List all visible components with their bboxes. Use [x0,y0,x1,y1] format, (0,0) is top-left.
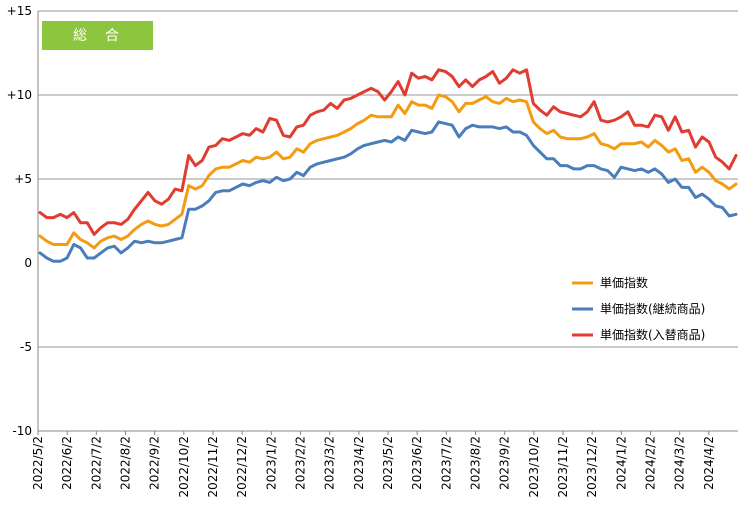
y-tick-label: -10 [12,424,32,438]
x-tick-label: 2022/5/2 [31,436,45,490]
x-tick-label: 2023/9/2 [498,436,512,490]
legend-label-2: 単価指数(継続商品) [600,301,705,316]
x-tick-label: 2023/10/2 [527,436,541,498]
x-tick-label: 2023/5/2 [381,436,395,490]
x-tick-label: 2022/9/2 [148,436,162,490]
x-tick-label: 2023/7/2 [439,436,453,490]
x-tick-label: 2022/8/2 [119,436,133,490]
y-axis-ticks: +15 +10 +5 0 -5 -10 [7,4,32,438]
x-tick-label: 2022/10/2 [177,436,191,498]
y-tick-label: +5 [14,172,32,186]
legend-label-3: 単価指数(入替商品) [600,327,705,342]
y-tick-label: 0 [24,256,32,270]
legend-label-1: 単価指数 [600,275,648,290]
x-tick-label: 2023/11/2 [556,436,570,498]
series-line-3 [38,68,738,236]
x-tick-label: 2022/12/2 [235,436,249,498]
x-tick-label: 2024/3/2 [673,436,687,490]
x-tick-label: 2023/8/2 [469,436,483,490]
x-tick-label: 2024/2/2 [644,436,658,490]
series-line-2 [38,120,738,263]
x-tick-label: 2023/2/2 [294,436,308,490]
x-tick-label: 2023/12/2 [585,436,599,498]
y-tick-label: +10 [7,88,32,102]
x-tick-label: 2023/1/2 [264,436,278,490]
series-line-1 [38,93,738,250]
title-box: 総 合 [42,21,153,50]
y-tick-label: +15 [7,4,32,18]
x-tick-label: 2022/11/2 [206,436,220,498]
x-tick-label: 2023/4/2 [352,436,366,490]
y-tick-label: -5 [20,340,32,354]
legend-background [564,262,741,346]
series-lines [38,68,738,263]
x-tick-label: 2022/6/2 [60,436,74,490]
title-background [42,21,153,50]
x-tick-label: 2023/3/2 [323,436,337,490]
chart-title: 総 合 [73,28,121,44]
x-tick-label: 2024/4/2 [702,436,716,490]
x-tick-label: 2023/6/2 [410,436,424,490]
x-tick-label: 2022/7/2 [89,436,103,490]
x-axis-ticks: 2022/5/2 2022/6/2 2022/7/2 2022/8/2 2022/9/2… [31,431,716,498]
x-tick-label: 2024/1/2 [614,436,628,490]
